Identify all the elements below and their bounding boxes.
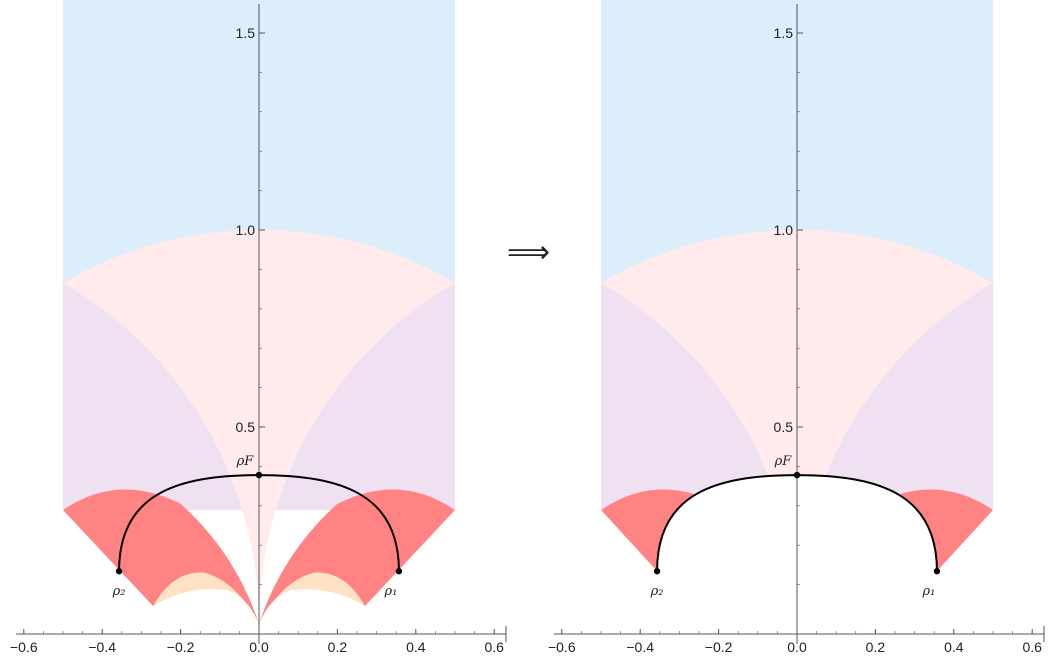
x-tick-label: 0.0 xyxy=(249,639,269,655)
y-tick-label: 1.0 xyxy=(774,222,794,238)
x-tick-label: 0.4 xyxy=(944,639,964,655)
marked-point xyxy=(395,568,403,575)
x-tick-label: −0.6 xyxy=(10,639,38,655)
x-tick-label: −0.6 xyxy=(548,639,576,655)
left-red-lobe xyxy=(63,489,259,624)
left-panel: −0.6 −0.4 −0.2 0.0 0.2 0.4 0.6 0.5 1.0 1.5 ρ₂ ρ₁ ρF xyxy=(10,0,507,655)
point-label: ρ₂ xyxy=(650,584,664,599)
x-tick-label: 0.4 xyxy=(406,639,426,655)
right-outer-void xyxy=(936,510,993,644)
x-tick-label: 0.0 xyxy=(787,639,807,655)
point-label: ρ₁ xyxy=(922,584,936,599)
right-peach-crescent xyxy=(259,572,365,624)
x-tick-label: 0.6 xyxy=(1022,639,1042,655)
marked-point xyxy=(793,471,801,479)
point-label: ρ₂ xyxy=(112,584,126,599)
x-tick-label: 0.6 xyxy=(484,639,504,655)
y-tick-label: 1.5 xyxy=(236,25,256,41)
right-red-lobe xyxy=(259,489,455,624)
y-tick-label: 0.5 xyxy=(236,419,256,435)
x-tick-label: −0.2 xyxy=(705,639,733,655)
x-tick-label: −0.4 xyxy=(626,639,654,655)
marked-point xyxy=(933,568,941,575)
x-tick-label: 0.2 xyxy=(328,639,348,655)
marked-point xyxy=(115,568,123,575)
left-outer-void xyxy=(63,510,154,644)
y-tick-label: 1.0 xyxy=(236,222,256,238)
point-label: ρF xyxy=(236,454,255,469)
left-lower-void xyxy=(153,589,259,624)
x-tick-label: 0.2 xyxy=(866,639,886,655)
right-outer-void xyxy=(364,510,455,644)
y-tick-label: 0.5 xyxy=(774,419,794,435)
point-label: ρ₁ xyxy=(384,584,398,599)
point-label: ρF xyxy=(774,454,793,469)
marked-point xyxy=(653,568,661,575)
x-tick-label: −0.4 xyxy=(88,639,116,655)
right-panel: −0.6 −0.4 −0.2 0.0 0.2 0.4 0.6 0.5 1.0 1.5 ρ₂ ρ₁ ρF xyxy=(548,0,1045,655)
x-tick-label: −0.2 xyxy=(167,639,195,655)
right-lower-void xyxy=(259,589,365,624)
implies-arrow: ⟹ xyxy=(507,235,551,270)
marked-point xyxy=(255,471,263,479)
left-outer-void xyxy=(601,510,658,644)
left-peach-crescent xyxy=(153,572,259,624)
y-tick-label: 1.5 xyxy=(774,25,794,41)
